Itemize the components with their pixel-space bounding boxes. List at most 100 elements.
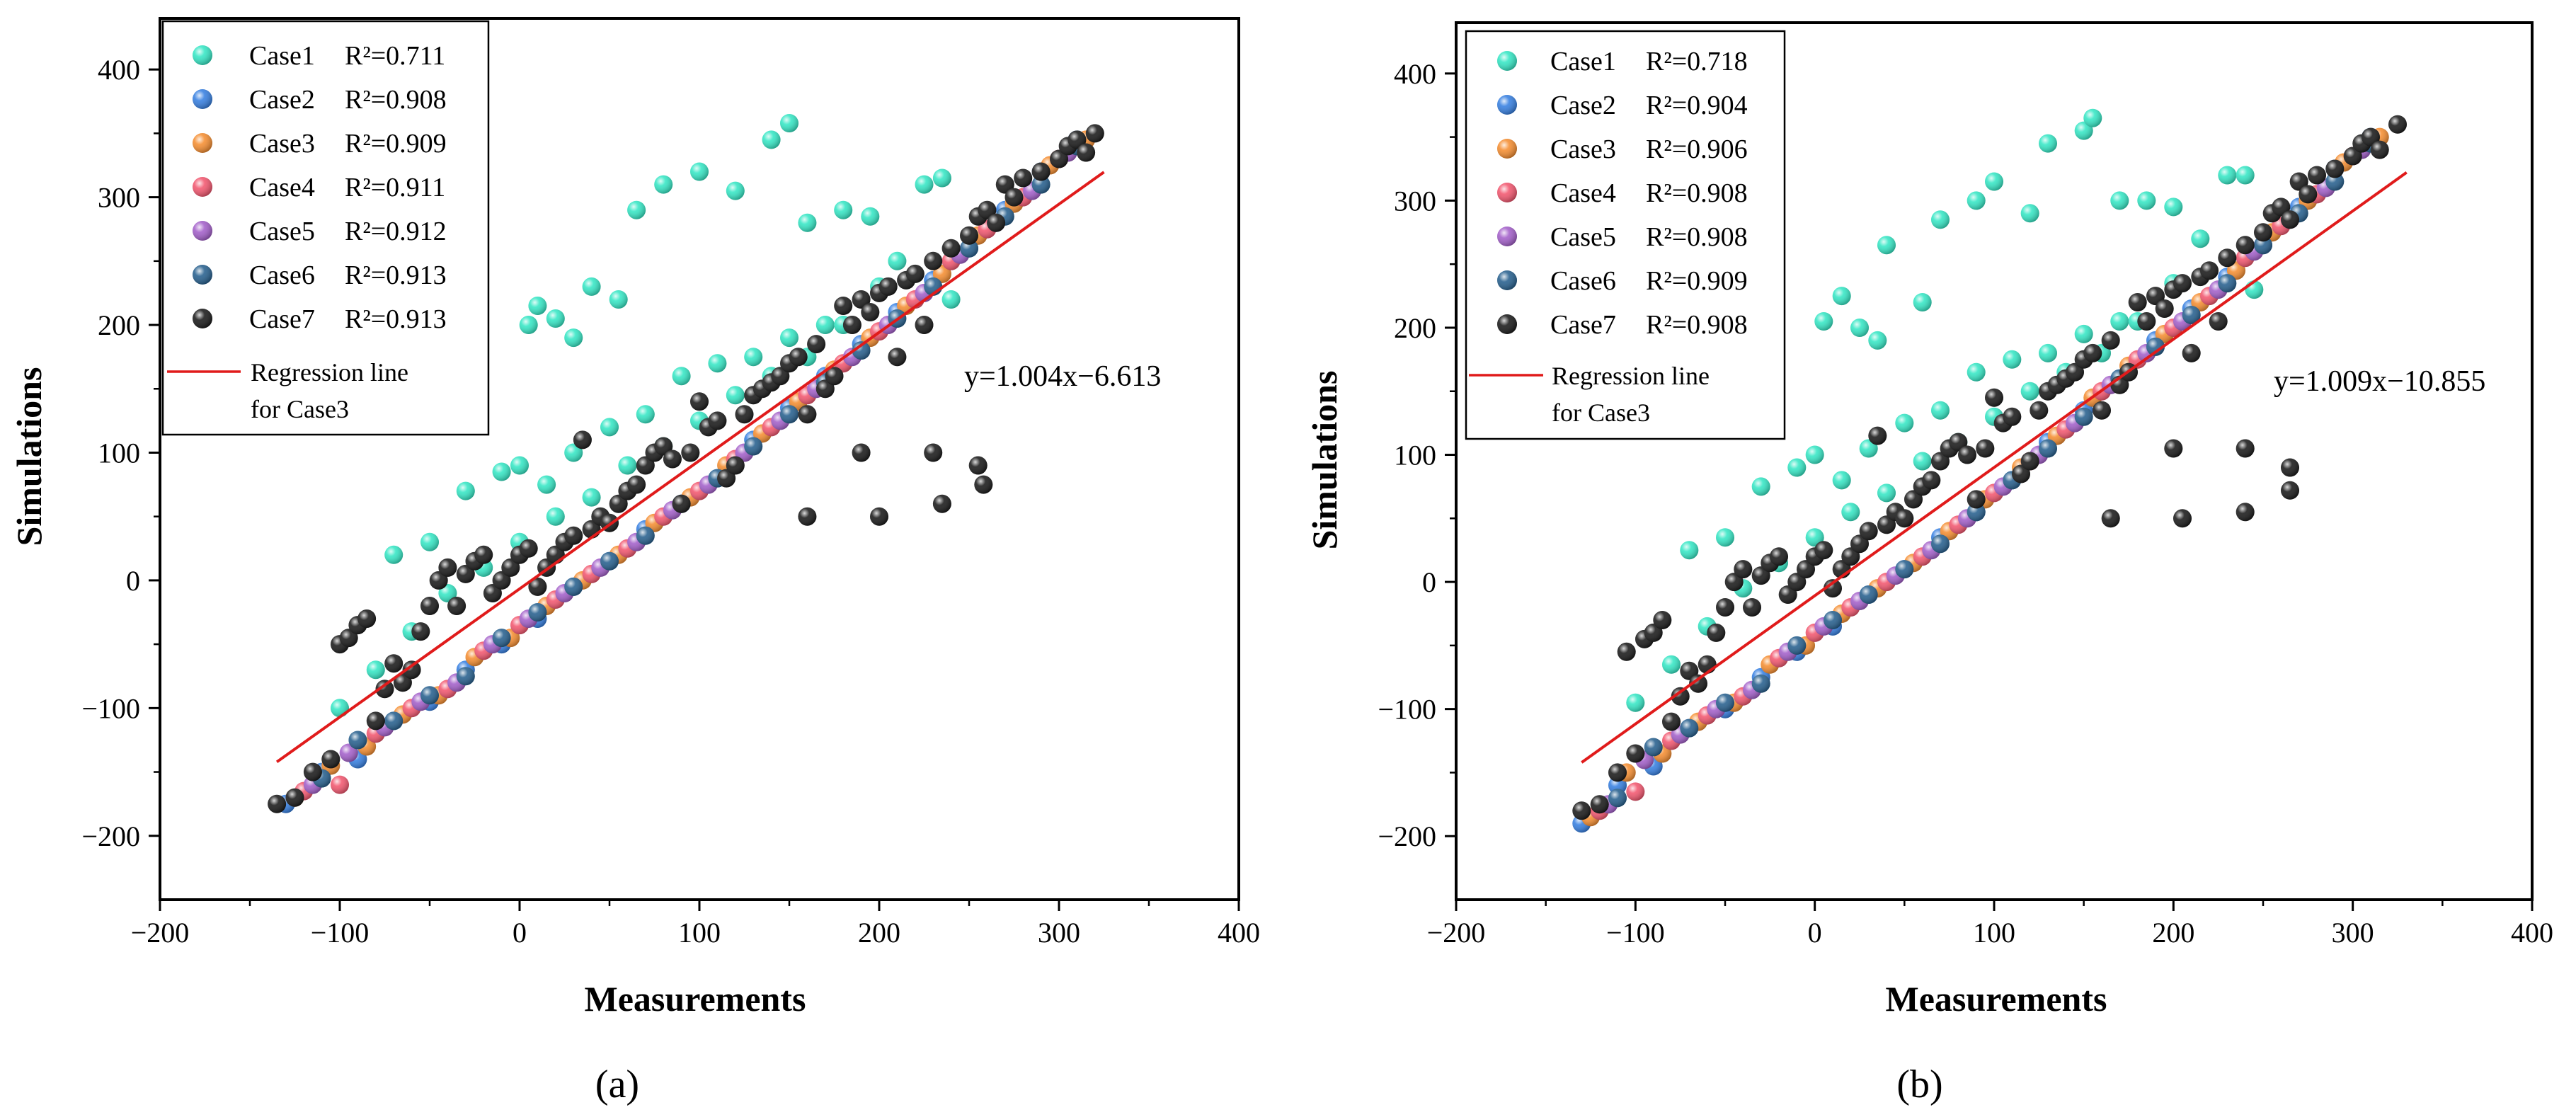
point-case7 [735,405,754,424]
point-case7 [1014,168,1033,188]
point-shade [600,418,619,437]
legend-item-case5: Case5 R²=0.908 [1497,222,1748,252]
point-case7 [681,443,700,462]
y-tick-label: −200 [81,820,140,852]
point-shade [2388,115,2407,134]
point-case7 [402,660,421,680]
point-case7 [519,539,538,558]
point-case7 [1734,560,1753,579]
point-case7 [483,584,502,602]
point-case7 [2101,331,2120,350]
point-case7 [987,213,1006,232]
point-case6 [852,341,871,360]
point-case7 [2281,481,2299,500]
point-case1 [1850,319,1869,337]
point-shade [2039,134,2057,153]
point-case7 [2137,312,2156,331]
point-case7 [1617,642,1636,661]
point-shade [1805,528,1824,547]
point-shade [932,168,951,188]
point-case7 [1590,795,1609,814]
legend-r2: R²=0.912 [345,217,447,246]
point-shade [2164,439,2183,458]
point-case7 [1707,623,1726,642]
point-shade [1662,655,1681,674]
point-shade [331,699,349,718]
point-shade [1653,611,1672,629]
point-case1 [941,290,961,309]
point-shade [726,456,745,475]
point-case1 [600,418,619,437]
point-case1 [1716,528,1734,547]
point-case6 [1895,560,1914,579]
point-case7 [429,571,448,590]
legend-frame-a [161,20,490,436]
point-shade [2281,458,2299,477]
point-case1 [834,200,853,219]
point-shade [2218,274,2237,293]
point-shade [429,571,448,590]
legend-marker-shade [1497,270,1517,290]
legend-marker-shade [1497,95,1517,115]
point-shade [627,475,646,494]
legend-item-case6: Case6 R²=0.913 [193,260,447,290]
point-shade [285,788,304,807]
point-shade [2236,166,2255,185]
point-case7 [2083,343,2102,362]
point-shade [420,532,439,551]
point-shade [1904,490,1923,509]
point-shade [2236,439,2255,458]
point-case7 [1662,712,1681,731]
point-shade [834,297,853,315]
point-case7 [2362,127,2380,147]
point-case1 [815,316,835,334]
legend-r2: R²=0.906 [1646,134,1748,164]
point-case7 [1976,439,1995,458]
x-tick-label: −200 [1427,917,1486,949]
point-shade [708,354,727,373]
point-case1 [1985,172,2003,191]
point-case7 [447,597,466,615]
point-shade [2209,312,2228,331]
x-tick-label: 200 [858,917,900,949]
series-case6 [1608,134,2380,808]
legend-item-case4: Case4 R²=0.911 [193,173,445,202]
point-shade [888,251,907,270]
point-shade [2325,159,2345,178]
point-case1 [1680,541,1699,560]
point-case7 [2066,362,2084,382]
point-case1 [510,456,529,475]
legend-r2: R²=0.913 [345,304,447,334]
legend-r2: R²=0.718 [1646,47,1748,76]
point-case1 [636,405,655,424]
point-case6 [2074,407,2093,426]
point-case7 [2236,439,2255,458]
point-shade [1608,789,1627,808]
point-shade [672,367,691,386]
point-case7 [861,303,880,321]
legend-marker-shade [193,221,212,241]
point-shade [501,558,520,577]
point-case1 [2074,324,2093,343]
point-shade [348,731,367,750]
point-case1 [384,545,403,564]
point-shade [1085,124,1104,143]
point-shade [915,175,934,194]
point-shade [987,213,1006,232]
point-case4 [1626,782,1645,801]
point-shade [717,469,736,488]
point-case7 [285,788,304,807]
legend-marker-shade [1497,139,1517,159]
point-case1 [1913,452,1932,471]
legend-r2: R²=0.909 [345,129,447,159]
point-shade [1985,172,2003,191]
point-case1 [2236,166,2255,185]
point-case7 [1572,801,1591,820]
point-case4 [331,775,349,794]
point-case7 [941,239,961,258]
point-case7 [2200,261,2219,280]
point-shade [2281,210,2299,229]
point-case1 [492,462,511,481]
